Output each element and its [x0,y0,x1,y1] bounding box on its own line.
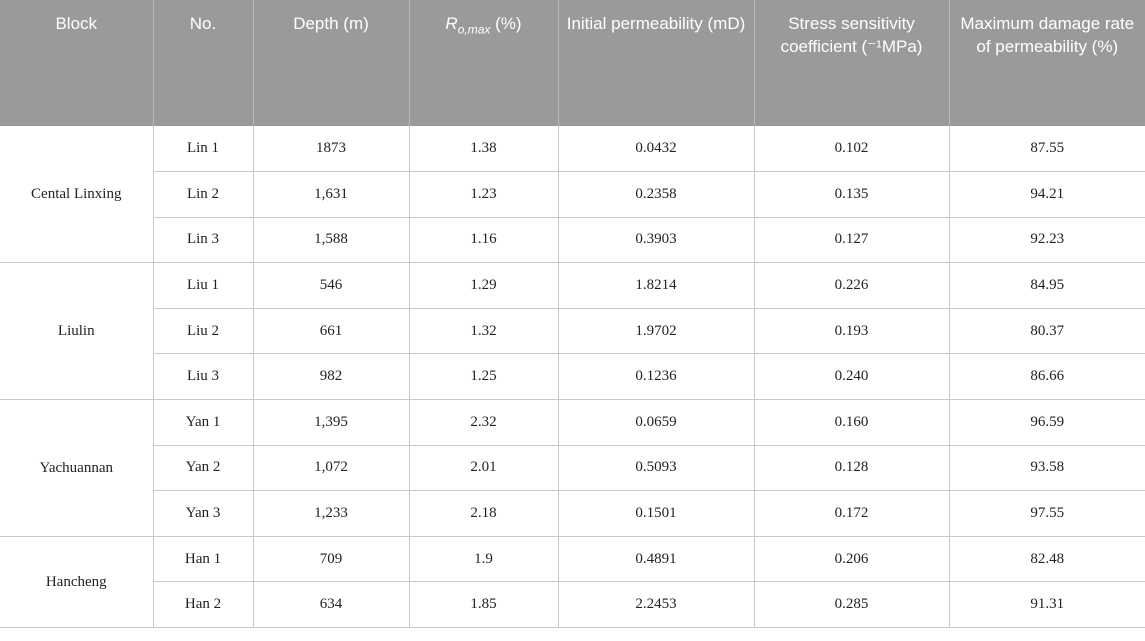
header-max-damage-rate: Maximum damage rate of permeability (%) [949,0,1145,126]
cell-initial-permeability: 1.9702 [557,308,755,355]
cell-no: Yan 3 [153,490,254,537]
cell-initial-permeability: 0.3903 [557,217,755,264]
cell-depth: 1,395 [252,399,410,446]
cell-depth: 661 [252,308,410,355]
table-row: Yan 2 1,072 2.01 0.5093 0.128 93.58 [0,445,1145,492]
cell-max-damage-rate: 82.48 [948,536,1145,583]
cell-ro-max: 1.29 [408,262,559,309]
cell-depth: 1,072 [252,445,410,492]
cell-stress-sensitivity: 0.135 [753,171,950,218]
cell-stress-sensitivity: 0.206 [753,536,950,583]
header-ro-max: Ro,max (%) [409,0,559,126]
table-body: Cental Linxing Lin 1 1873 1.38 0.0432 0.102 87… [0,126,1145,629]
cell-initial-permeability: 0.0432 [557,126,755,173]
cell-no: Yan 2 [153,445,254,492]
cell-stress-sensitivity: 0.160 [753,399,950,446]
cell-no: Lin 3 [153,217,254,264]
cell-ro-max: 2.01 [408,445,559,492]
cell-max-damage-rate: 94.21 [948,171,1145,218]
cell-initial-permeability: 0.0659 [557,399,755,446]
cell-ro-max: 1.16 [408,217,559,264]
cell-stress-sensitivity: 0.285 [753,581,950,629]
cell-depth: 1,588 [252,217,410,264]
cell-initial-permeability: 0.1501 [557,490,755,537]
cell-block: Liulin [0,262,154,401]
cell-initial-permeability: 0.1236 [557,353,755,401]
cell-max-damage-rate: 87.55 [948,126,1145,173]
table-row: Lin 2 1,631 1.23 0.2358 0.135 94.21 [0,171,1145,218]
table-row: Cental Linxing Lin 1 1873 1.38 0.0432 0.102 87… [0,126,1145,264]
table-row: Hancheng Han 1 709 1.9 0.4891 0.206 82.48 [0,536,1145,629]
cell-block: Yachuannan [0,399,154,537]
table-row: Liu 2 661 1.32 1.9702 0.193 80.37 [0,308,1145,355]
cell-depth: 1873 [252,126,410,173]
cell-max-damage-rate: 93.58 [948,445,1145,492]
header-ro-symbol: R [445,14,458,33]
cell-initial-permeability: 0.2358 [557,171,755,218]
cell-depth: 1,233 [252,490,410,537]
cell-ro-max: 1.25 [408,353,559,401]
header-depth: Depth (m) [253,0,410,126]
cell-no: Lin 2 [153,171,254,218]
table-row: Liu 3 982 1.25 0.1236 0.240 86.66 [0,353,1145,401]
header-ro-subscript: o,max [457,22,491,37]
cell-no: Liu 2 [153,308,254,355]
cell-stress-sensitivity: 0.127 [753,217,950,264]
cell-initial-permeability: 0.4891 [557,536,755,583]
cell-no: Han 2 [153,581,254,629]
cell-depth: 1,631 [252,171,410,218]
table-row: Lin 3 1,588 1.16 0.3903 0.127 92.23 [0,217,1145,264]
cell-initial-permeability: 1.8214 [557,262,755,309]
header-ro-unit: (%) [490,14,522,33]
cell-ro-max: 1.9 [408,536,559,583]
cell-max-damage-rate: 86.66 [948,353,1145,401]
cell-max-damage-rate: 84.95 [948,262,1145,309]
cell-stress-sensitivity: 0.172 [753,490,950,537]
cell-ro-max: 1.32 [408,308,559,355]
cell-max-damage-rate: 80.37 [948,308,1145,355]
header-row: Block No. Depth (m) Ro,max (%) Initial p… [0,0,1145,126]
header-no: No. [153,0,254,126]
table-row: Liulin Liu 1 546 1.29 1.8214 0.226 84.95 [0,262,1145,401]
cell-ro-max: 1.85 [408,581,559,629]
cell-stress-sensitivity: 0.240 [753,353,950,401]
cell-max-damage-rate: 91.31 [948,581,1145,629]
cell-ro-max: 2.32 [408,399,559,446]
header-initial-permeability: Initial permeability (mD) [558,0,755,126]
cell-block: Hancheng [0,536,154,629]
cell-initial-permeability: 0.5093 [557,445,755,492]
cell-ro-max: 1.38 [408,126,559,173]
header-block: Block [0,0,154,126]
cell-max-damage-rate: 96.59 [948,399,1145,446]
header-stress-sensitivity: Stress sensitivity coefficient (⁻¹MPa) [754,0,950,126]
cell-no: Liu 3 [153,353,254,401]
cell-no: Lin 1 [152,126,254,173]
cell-block: Cental Linxing [0,126,154,264]
cell-depth: 982 [252,353,410,401]
table-row: Han 2 634 1.85 2.2453 0.285 91.31 [0,581,1145,629]
cell-depth: 709 [252,536,410,583]
cell-stress-sensitivity: 0.226 [753,262,950,309]
cell-max-damage-rate: 92.23 [948,217,1145,264]
cell-max-damage-rate: 97.55 [948,490,1145,537]
cell-stress-sensitivity: 0.193 [753,308,950,355]
cell-depth: 634 [252,581,410,629]
cell-initial-permeability: 2.2453 [557,581,755,629]
cell-stress-sensitivity: 0.102 [753,126,950,173]
table-row: Yan 3 1,233 2.18 0.1501 0.172 97.55 [0,490,1145,537]
cell-no: Liu 1 [152,262,254,309]
cell-ro-max: 1.23 [408,171,559,218]
cell-stress-sensitivity: 0.128 [753,445,950,492]
cell-no: Yan 1 [152,399,254,446]
cell-ro-max: 2.18 [408,490,559,537]
table-row: Yachuannan Yan 1 1,395 2.32 0.0659 0.160 96.59 [0,399,1145,537]
cell-no: Han 1 [152,536,254,583]
cell-depth: 546 [252,262,410,309]
